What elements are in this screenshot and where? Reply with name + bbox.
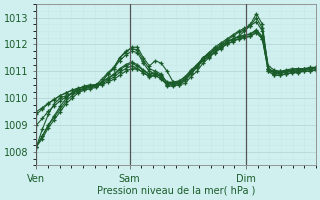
X-axis label: Pression niveau de la mer( hPa ): Pression niveau de la mer( hPa ) <box>97 186 255 196</box>
